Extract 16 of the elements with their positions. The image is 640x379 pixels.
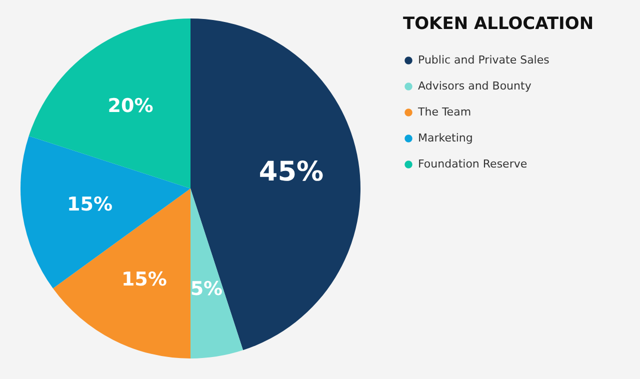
legend-label: Foundation Reserve bbox=[418, 158, 528, 170]
legend-label: The Team bbox=[417, 106, 472, 118]
legend-label: Advisors and Bounty bbox=[418, 80, 532, 92]
legend-label: Marketing bbox=[418, 132, 473, 144]
legend-label: Public and Private Sales bbox=[418, 54, 550, 66]
pie-slice bbox=[190, 18, 360, 350]
pie-slice bbox=[20, 136, 190, 288]
pie-slice bbox=[52, 188, 190, 358]
legend-title: TOKEN ALLOCATION bbox=[403, 14, 594, 34]
data-label: 45% bbox=[258, 156, 324, 188]
pie-slice bbox=[28, 18, 190, 188]
pie-slice bbox=[190, 188, 244, 358]
data-label: 5% bbox=[190, 278, 223, 300]
data-label: 15% bbox=[67, 193, 112, 216]
data-label: 20% bbox=[108, 94, 154, 117]
data-label: 15% bbox=[121, 268, 167, 290]
